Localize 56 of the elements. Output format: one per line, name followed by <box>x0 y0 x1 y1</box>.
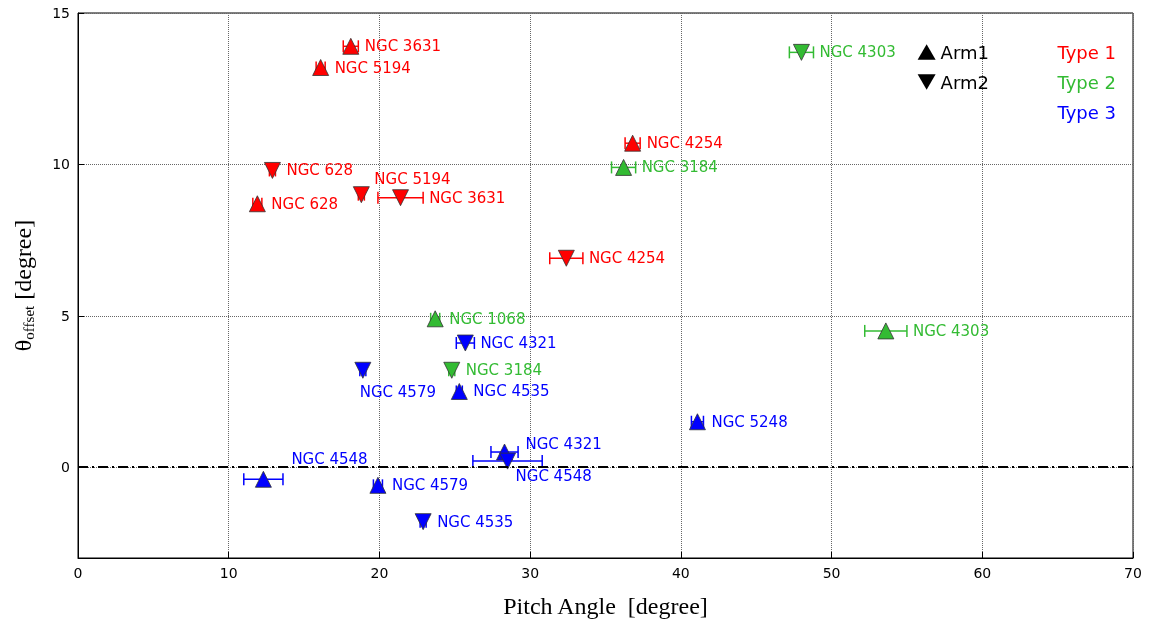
point <box>248 195 266 213</box>
data-label: NGC 3184 <box>465 361 543 380</box>
data-label: NGC 4303 <box>912 321 990 340</box>
point <box>443 361 461 379</box>
data-label: NGC 4579 <box>391 476 469 495</box>
data-label: NGC 4303 <box>819 43 896 62</box>
point <box>793 43 810 61</box>
point <box>264 162 281 179</box>
point <box>354 361 372 379</box>
point <box>414 513 432 531</box>
x-tick-label: 60 <box>973 565 992 581</box>
data-label: NGC 4254 <box>646 134 723 153</box>
data-label: NGC 5194 <box>334 58 411 77</box>
y-axis-title: θoffset [degree] <box>9 219 37 352</box>
data-label: NGC 1068 <box>449 309 526 328</box>
data-label: NGC 4548 <box>291 450 368 469</box>
x-tick-label: 10 <box>219 565 238 581</box>
x-tick-label: 70 <box>1124 565 1142 581</box>
point <box>450 383 468 400</box>
annotation: Type 1 <box>1056 41 1116 63</box>
point <box>312 59 330 76</box>
point <box>615 159 632 176</box>
y-tick-label: 15 <box>52 5 70 21</box>
x-tick-label: 40 <box>671 565 690 581</box>
data-label: NGC 3631 <box>364 37 442 56</box>
point <box>877 322 895 340</box>
data-label: NGC 4321 <box>480 334 557 353</box>
annotation: Type 2 <box>1056 71 1116 93</box>
data-label: NGC 3184 <box>641 158 718 177</box>
y-tick-label: 10 <box>52 156 70 173</box>
data-label: NGC 4579 <box>359 383 436 402</box>
data-label: NGC 4535 <box>437 512 514 531</box>
data-label: NGC 5194 <box>374 169 451 188</box>
data-label: NGC 5248 <box>711 412 788 431</box>
data-label: NGC 4321 <box>525 435 602 454</box>
data-label: NGC 628 <box>286 161 354 180</box>
x-tick-label: 20 <box>370 565 389 581</box>
x-tick-label: 50 <box>822 565 841 581</box>
x-tick-label: 30 <box>521 565 540 581</box>
x-tick-label: 0 <box>73 565 83 581</box>
data-label: NGC 3631 <box>429 188 506 207</box>
annotation: Type 3 <box>1056 101 1116 123</box>
legend-label: Arm2 <box>940 71 990 93</box>
data-label: NGC 4254 <box>588 249 666 268</box>
point <box>499 452 516 470</box>
data-label: NGC 628 <box>271 194 339 213</box>
x-axis-title: Pitch Angle [degree] <box>503 593 708 619</box>
y-tick-label: 5 <box>61 307 70 324</box>
data-label: NGC 4535 <box>473 382 550 401</box>
y-tick-label: 0 <box>61 459 70 476</box>
data-label: NGC 4548 <box>515 467 592 486</box>
point <box>392 189 409 207</box>
legend-label: Arm1 <box>940 41 990 63</box>
point <box>557 249 575 267</box>
point <box>254 470 272 488</box>
point <box>352 186 370 204</box>
